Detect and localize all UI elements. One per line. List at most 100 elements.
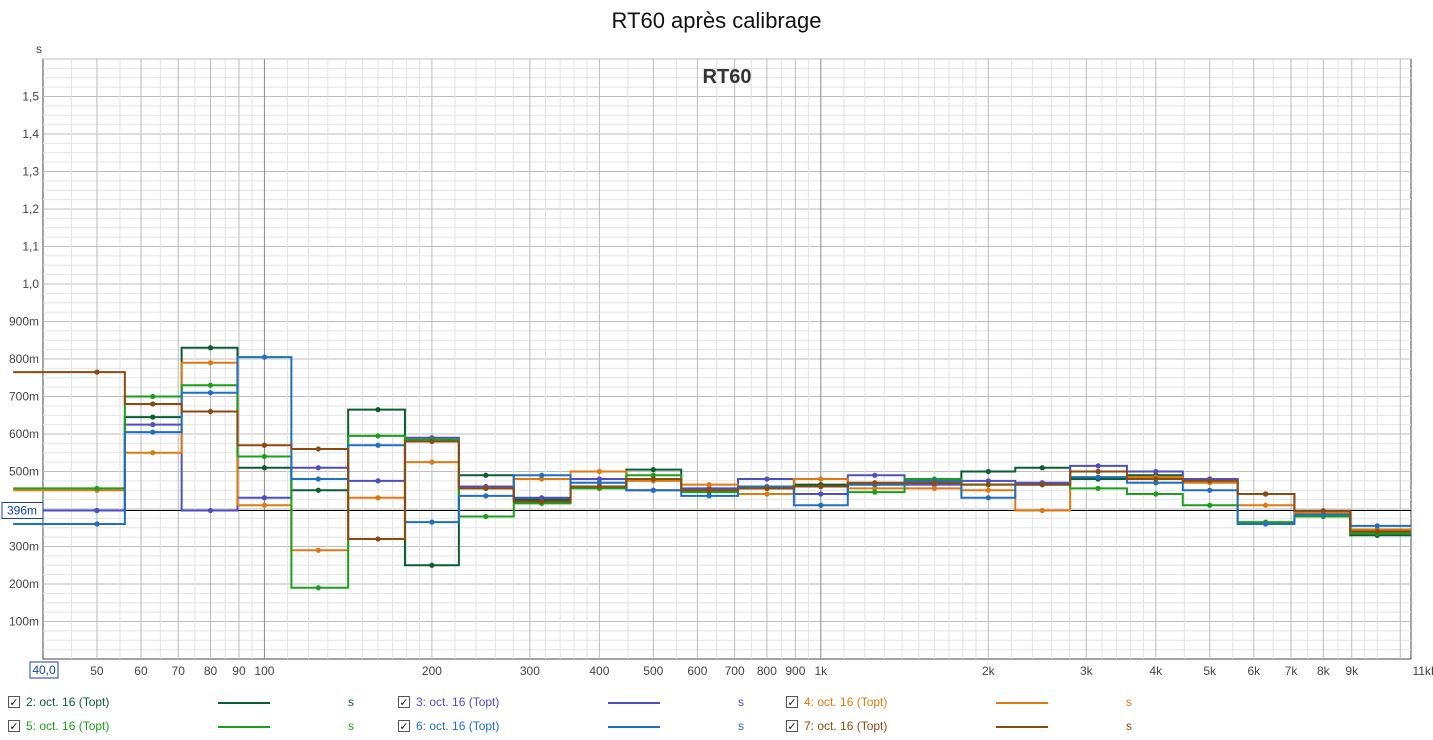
data-point[interactable]	[315, 585, 321, 591]
data-point[interactable]	[483, 493, 489, 499]
data-point[interactable]	[1095, 485, 1101, 491]
data-point[interactable]	[375, 407, 381, 413]
data-point[interactable]	[872, 480, 878, 486]
data-point[interactable]	[985, 478, 991, 484]
data-point[interactable]	[1320, 508, 1326, 514]
data-point[interactable]	[1262, 502, 1269, 508]
data-point[interactable]	[375, 495, 381, 501]
data-point[interactable]	[150, 393, 156, 400]
legend-checkbox[interactable]: ✓	[398, 720, 410, 733]
data-point[interactable]	[483, 472, 489, 478]
data-point[interactable]	[596, 476, 603, 482]
data-point[interactable]	[650, 476, 656, 482]
data-point[interactable]	[429, 438, 435, 445]
data-point[interactable]	[706, 482, 712, 488]
data-point[interactable]	[1039, 482, 1045, 488]
legend-checkbox[interactable]: ✓	[8, 720, 20, 733]
data-point[interactable]	[818, 491, 824, 497]
legend-checkbox[interactable]: ✓	[786, 720, 798, 733]
data-point[interactable]	[539, 476, 545, 482]
data-point[interactable]	[261, 495, 268, 501]
data-point[interactable]	[706, 487, 712, 493]
data-point[interactable]	[985, 487, 991, 493]
data-point[interactable]	[375, 433, 381, 439]
data-point[interactable]	[1039, 507, 1045, 514]
data-point[interactable]	[1153, 491, 1159, 497]
data-point[interactable]	[539, 495, 545, 501]
data-point[interactable]	[1095, 463, 1101, 469]
rt60-chart[interactable]: 100m 200m 300m 500m 600m 700m 800m 900m 1,0 1,1 1,…	[0, 0, 1433, 690]
data-point[interactable]	[1207, 487, 1213, 493]
legend-checkbox[interactable]: ✓	[786, 696, 798, 709]
data-point[interactable]	[985, 468, 991, 475]
data-point[interactable]	[931, 485, 937, 491]
data-point[interactable]	[315, 487, 321, 493]
data-point[interactable]	[315, 465, 321, 471]
data-point[interactable]	[207, 360, 214, 366]
data-point[interactable]	[261, 465, 268, 471]
data-point[interactable]	[1153, 480, 1159, 486]
data-point[interactable]	[1262, 491, 1269, 497]
data-point[interactable]	[207, 382, 214, 388]
data-point[interactable]	[764, 476, 770, 482]
legend-item[interactable]: ✓ 4: oct. 16 (Topt) s	[786, 693, 1166, 713]
data-point[interactable]	[1095, 468, 1101, 475]
data-point[interactable]	[1374, 528, 1380, 535]
data-point[interactable]	[1374, 523, 1380, 529]
data-point[interactable]	[872, 489, 878, 495]
data-point[interactable]	[94, 507, 100, 514]
data-point[interactable]	[1039, 465, 1045, 471]
data-point[interactable]	[764, 485, 770, 491]
data-point[interactable]	[872, 472, 878, 478]
data-point[interactable]	[207, 390, 214, 396]
legend-checkbox[interactable]: ✓	[398, 696, 410, 709]
data-point[interactable]	[207, 345, 214, 351]
data-point[interactable]	[150, 450, 156, 456]
data-point[interactable]	[150, 422, 156, 428]
data-point[interactable]	[429, 562, 435, 568]
data-point[interactable]	[483, 513, 489, 520]
data-point[interactable]	[818, 483, 824, 490]
legend-item[interactable]: ✓ 2: oct. 16 (Topt) s	[8, 693, 388, 713]
legend-checkbox[interactable]: ✓	[8, 696, 20, 709]
data-point[interactable]	[596, 480, 603, 486]
data-point[interactable]	[375, 478, 381, 484]
data-point[interactable]	[207, 507, 214, 514]
data-point[interactable]	[261, 354, 268, 360]
data-point[interactable]	[150, 429, 156, 435]
data-point[interactable]	[818, 476, 824, 482]
legend-item[interactable]: ✓ 7: oct. 16 (Topt) s	[786, 717, 1166, 737]
legend-item[interactable]: ✓ 6: oct. 16 (Topt) s	[398, 717, 778, 737]
data-point[interactable]	[375, 536, 381, 542]
data-point[interactable]	[315, 446, 321, 452]
data-point[interactable]	[207, 408, 214, 415]
data-point[interactable]	[1095, 474, 1101, 480]
data-point[interactable]	[539, 472, 545, 478]
legend-item[interactable]: ✓ 5: oct. 16 (Topt) s	[8, 717, 388, 737]
data-point[interactable]	[539, 498, 545, 505]
data-point[interactable]	[872, 485, 878, 491]
data-point[interactable]	[1262, 521, 1269, 527]
data-point[interactable]	[261, 453, 268, 460]
data-point[interactable]	[1153, 476, 1159, 482]
data-point[interactable]	[150, 414, 156, 420]
data-point[interactable]	[985, 482, 991, 488]
data-point[interactable]	[596, 483, 603, 490]
x-origin-readout[interactable]: 40,0	[29, 661, 59, 679]
data-point[interactable]	[261, 442, 268, 448]
data-point[interactable]	[596, 468, 603, 475]
legend-item[interactable]: ✓ 3: oct. 16 (Topt) s	[398, 693, 778, 713]
data-point[interactable]	[315, 547, 321, 553]
cursor-readout[interactable]: 396m	[1, 502, 44, 519]
data-point[interactable]	[985, 495, 991, 501]
data-point[interactable]	[94, 369, 100, 375]
data-point[interactable]	[931, 480, 937, 486]
data-point[interactable]	[650, 487, 656, 493]
data-point[interactable]	[706, 493, 712, 499]
data-point[interactable]	[818, 502, 824, 508]
data-point[interactable]	[764, 491, 770, 497]
data-point[interactable]	[1320, 512, 1326, 518]
data-point[interactable]	[1207, 478, 1213, 484]
data-point[interactable]	[315, 476, 321, 482]
data-point[interactable]	[94, 485, 100, 491]
